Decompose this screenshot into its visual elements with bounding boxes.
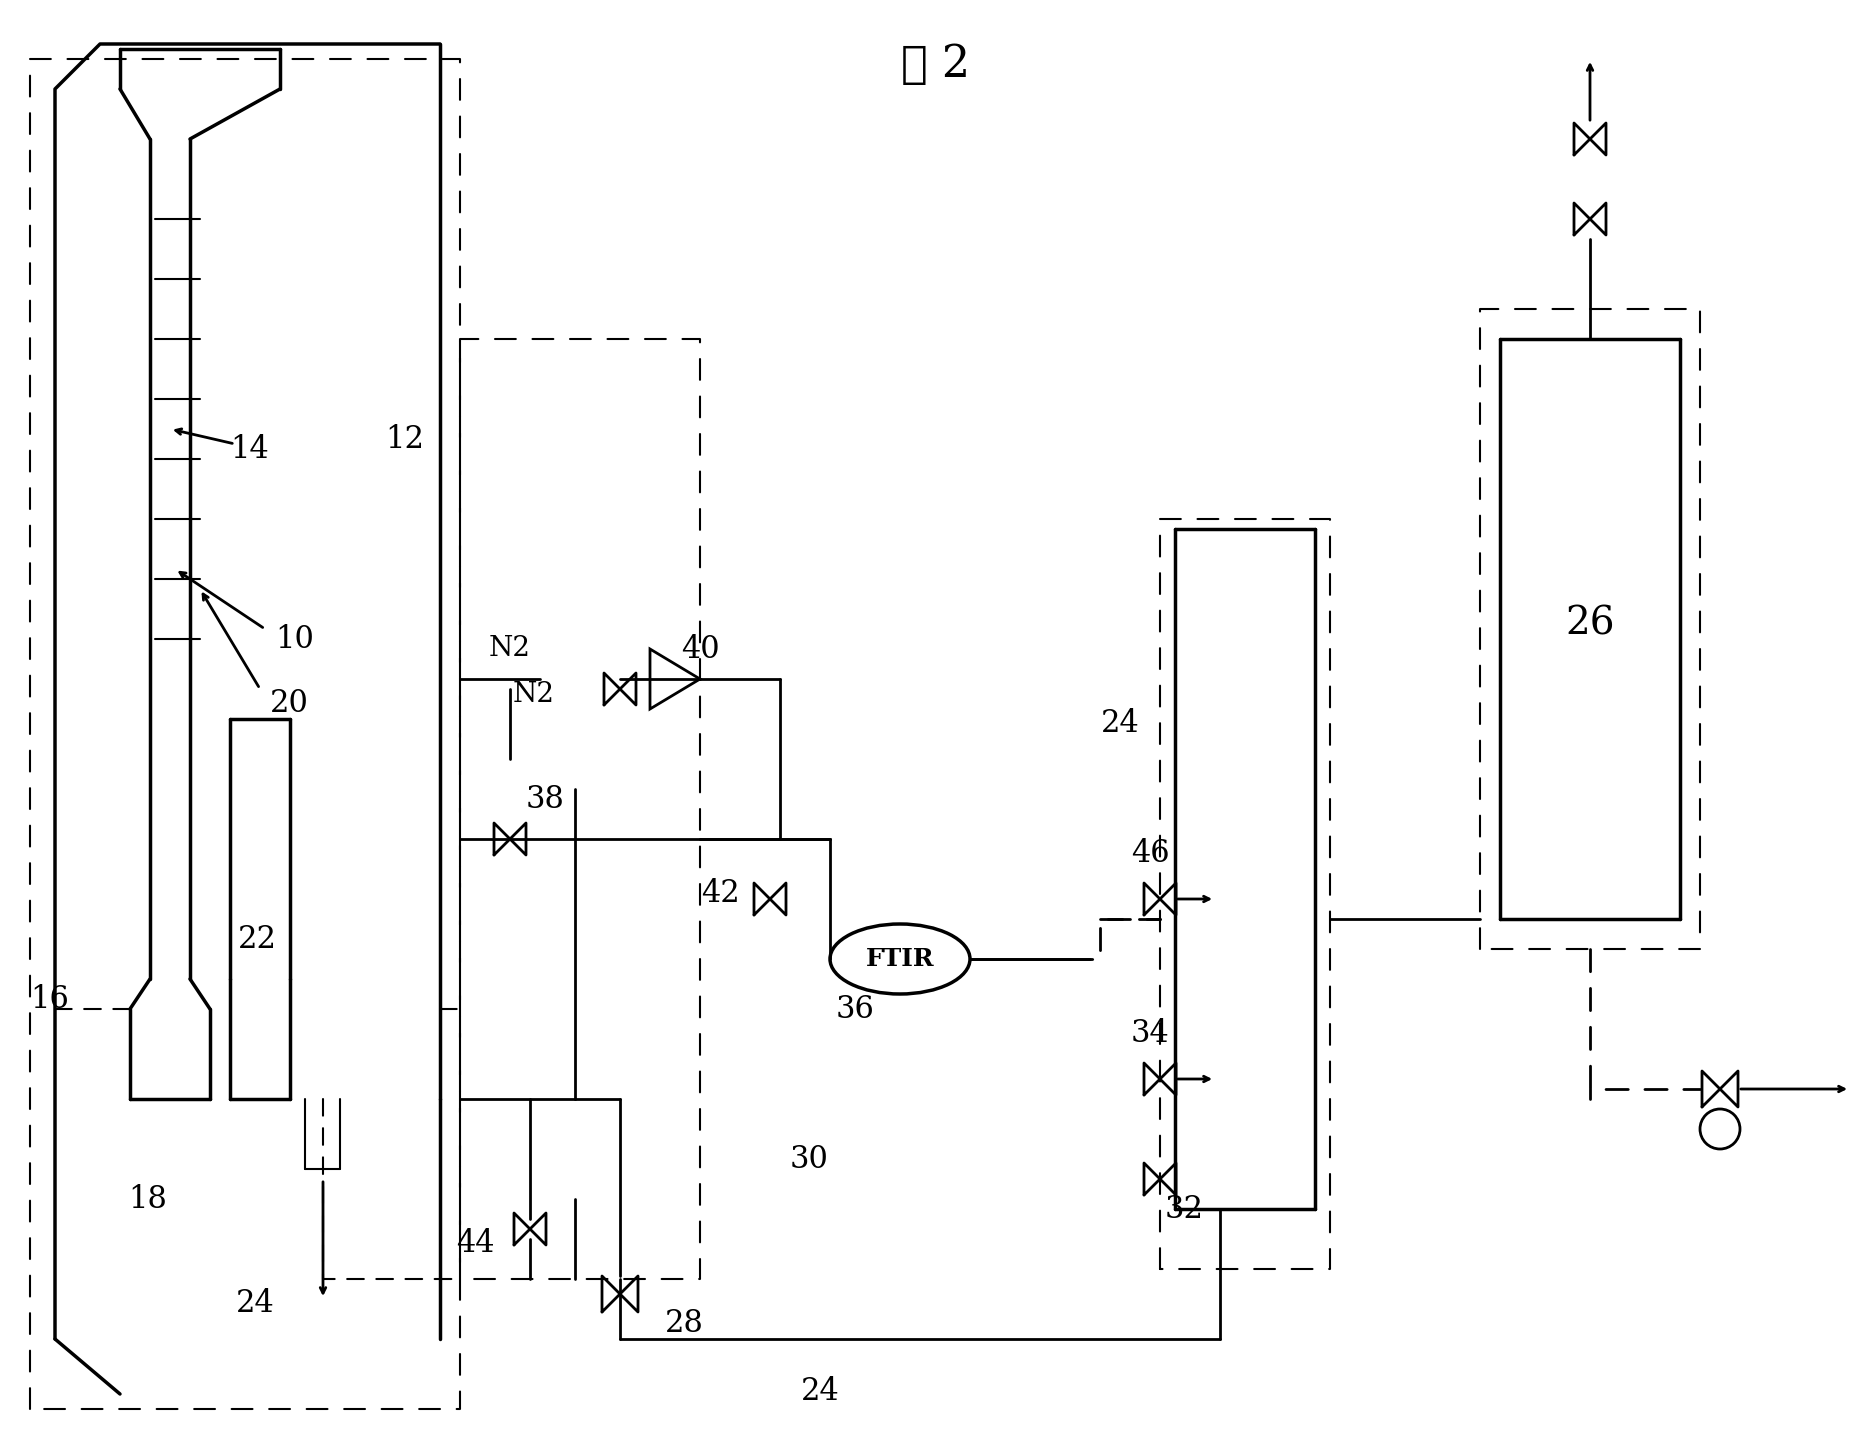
Text: 42: 42 [700,878,739,909]
Text: 28: 28 [665,1308,704,1340]
Text: 24: 24 [236,1288,275,1320]
Text: 30: 30 [790,1144,829,1174]
Text: N2: N2 [513,681,554,708]
Text: 14: 14 [230,433,270,465]
Text: 10: 10 [275,623,314,655]
Text: 20: 20 [270,688,309,720]
Text: 22: 22 [238,924,277,954]
Text: 24: 24 [1101,708,1140,740]
Text: 38: 38 [526,783,565,814]
Text: 26: 26 [1565,606,1616,642]
Text: 32: 32 [1164,1193,1204,1225]
Text: N2: N2 [489,636,532,662]
Text: 40: 40 [681,633,719,665]
Text: FTIR: FTIR [865,947,934,971]
Text: 44: 44 [455,1229,494,1259]
Text: 24: 24 [801,1376,839,1406]
Text: 34: 34 [1131,1019,1170,1049]
Text: 16: 16 [30,983,69,1014]
Text: 46: 46 [1131,839,1170,869]
Text: 图 2: 图 2 [902,42,970,85]
Text: 12: 12 [386,423,425,455]
Text: 18: 18 [129,1183,167,1215]
Text: 36: 36 [835,993,874,1025]
